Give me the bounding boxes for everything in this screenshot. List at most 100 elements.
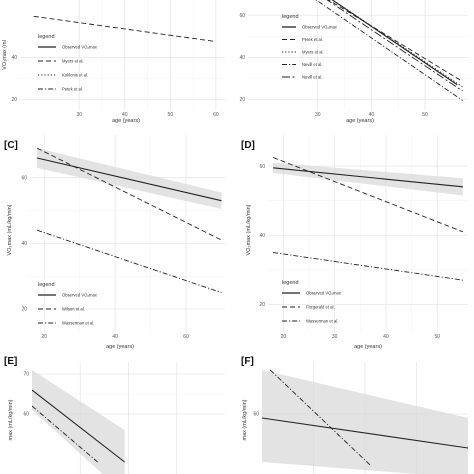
series-group (32, 370, 125, 474)
series-line-5 (326, 0, 463, 92)
legend: legend Observed VO₂max Fitzgerald et al. Wa… (282, 280, 342, 324)
series-line-4 (315, 0, 463, 101)
series-line-1 (273, 167, 463, 188)
y-tick-label: 40 (21, 241, 27, 247)
series-line-2 (36, 147, 222, 241)
y-tick-label: 40 (239, 55, 245, 61)
series-group (262, 369, 468, 474)
legend-entry-1: Observed VO₂max (62, 293, 98, 298)
legend-entry-2: Petek et al. (302, 37, 323, 42)
legend-title: legend (282, 280, 299, 286)
x-tick-label: 50 (168, 112, 174, 118)
legend-entry-2: Wilson et al. (62, 307, 85, 312)
series-line-1 (262, 417, 468, 449)
x-tick-label: 50 (422, 112, 428, 118)
x-tick-label: 40 (383, 334, 389, 340)
x-tick-label: 40 (122, 112, 128, 118)
y-tick-label: 60 (253, 412, 259, 418)
legend-entry-3: Myers et al. (302, 50, 324, 55)
plot-area (268, 135, 468, 332)
y-axis-title: VO₂max (mL/kg/min) (246, 204, 252, 255)
series-line-3 (273, 252, 463, 281)
plot-area (248, 0, 468, 110)
panel-3: 60 40 20 20 40 60 age (years) VO₂max (mL/kg/min… (4, 135, 225, 350)
series-line-2 (33, 15, 216, 43)
y-axis-title: VO₂max (mL/kg/min) (7, 204, 13, 255)
x-tick-label: 40 (112, 334, 118, 340)
legend: legend Observed VO₂max Wilson et al. Wasser… (38, 282, 98, 326)
y-tick-label: 20 (239, 97, 245, 103)
confidence-band-1 (273, 162, 463, 196)
grid (268, 135, 468, 332)
panel-label: [E] (4, 356, 17, 367)
panel-5: 70 60 max (mL/kg/min) [E] (4, 356, 225, 474)
legend-entry-1: Observed VO₂max (306, 291, 342, 296)
y-tick-label: 60 (239, 13, 245, 19)
x-axis-title: age (years) (106, 344, 134, 350)
panel-label: [D] (241, 140, 255, 151)
y-tick-label: 70 (23, 372, 29, 378)
series-group (272, 157, 464, 281)
panel-1: 40 20 30 40 50 60 age (years) VO₂max (ml legend O… (2, 0, 225, 124)
legend-entry-2: Myers et al. (62, 59, 84, 64)
series-line-3 (331, 0, 463, 88)
legend-title: legend (38, 282, 55, 288)
panel-6: 60 max (mL/kg/min) [F] (241, 356, 468, 474)
y-axis-title: max (mL/kg/min) (242, 399, 248, 440)
legend-entry-1: Observed VO₂max (62, 45, 98, 50)
series-group (33, 15, 216, 43)
x-tick-label: 20 (281, 334, 287, 340)
series-line-1 (32, 389, 125, 463)
y-tick-label: 20 (259, 302, 265, 308)
y-tick-label: 60 (21, 175, 27, 181)
legend-title: legend (282, 14, 299, 20)
legend-entry-4: Petek et al. (62, 87, 83, 92)
panel-label: [C] (4, 140, 18, 151)
y-tick-label: 60 (259, 164, 265, 170)
series-group (315, 0, 463, 101)
panel-4: 60 40 20 20 30 40 50 age (years) VO₂max (mL/kg/m… (241, 135, 468, 350)
x-axis-title: age (years) (112, 118, 140, 124)
legend-entry-3: Wasserman et al. (306, 319, 338, 324)
y-axis-title: VO₂max (ml (2, 40, 8, 70)
x-tick-label: 30 (76, 112, 82, 118)
confidence-band-1 (37, 148, 222, 209)
legend-entry-3: Koklonis et al. (62, 73, 88, 78)
legend-entry-4: Nevill et al. (302, 62, 322, 67)
legend-entry-2: Fitzgerald et al. (306, 305, 335, 310)
x-axis-title: age (years) (354, 344, 382, 350)
y-tick-label: 40 (259, 233, 265, 239)
series-group (36, 147, 222, 294)
legend-entry-3: Wasserman et al. (62, 321, 94, 326)
grid (248, 0, 468, 110)
y-tick-label: 20 (11, 97, 17, 103)
x-tick-label: 60 (213, 112, 219, 118)
x-tick-label: 40 (369, 112, 375, 118)
x-tick-label: 30 (315, 112, 321, 118)
series-line-2 (269, 369, 372, 467)
panel-label: [F] (241, 356, 254, 367)
x-tick-label: 30 (332, 334, 338, 340)
x-axis-title: age (years) (346, 118, 374, 124)
confidence-band-1 (32, 370, 125, 474)
series-line-3 (36, 229, 222, 294)
legend: legend Observed VO₂max Myers et al. Kokloni… (38, 34, 98, 92)
y-tick-label: 40 (11, 55, 17, 61)
series-line-2 (327, 0, 463, 82)
y-axis-title: max (mL/kg/min) (8, 399, 14, 440)
plot-area (20, 0, 225, 110)
legend-title: legend (38, 34, 55, 40)
x-tick-label: 20 (41, 334, 47, 340)
grid (20, 0, 225, 110)
legend-entry-5: Nevill et al. (302, 75, 322, 80)
y-tick-label: 20 (21, 307, 27, 313)
series-line-2 (32, 405, 98, 463)
x-tick-label: 60 (183, 334, 189, 340)
series-line-1 (36, 157, 222, 202)
series-line-2 (272, 157, 464, 233)
series-line-1 (331, 0, 458, 86)
legend-entry-1: Observed VO₂max (302, 25, 338, 30)
